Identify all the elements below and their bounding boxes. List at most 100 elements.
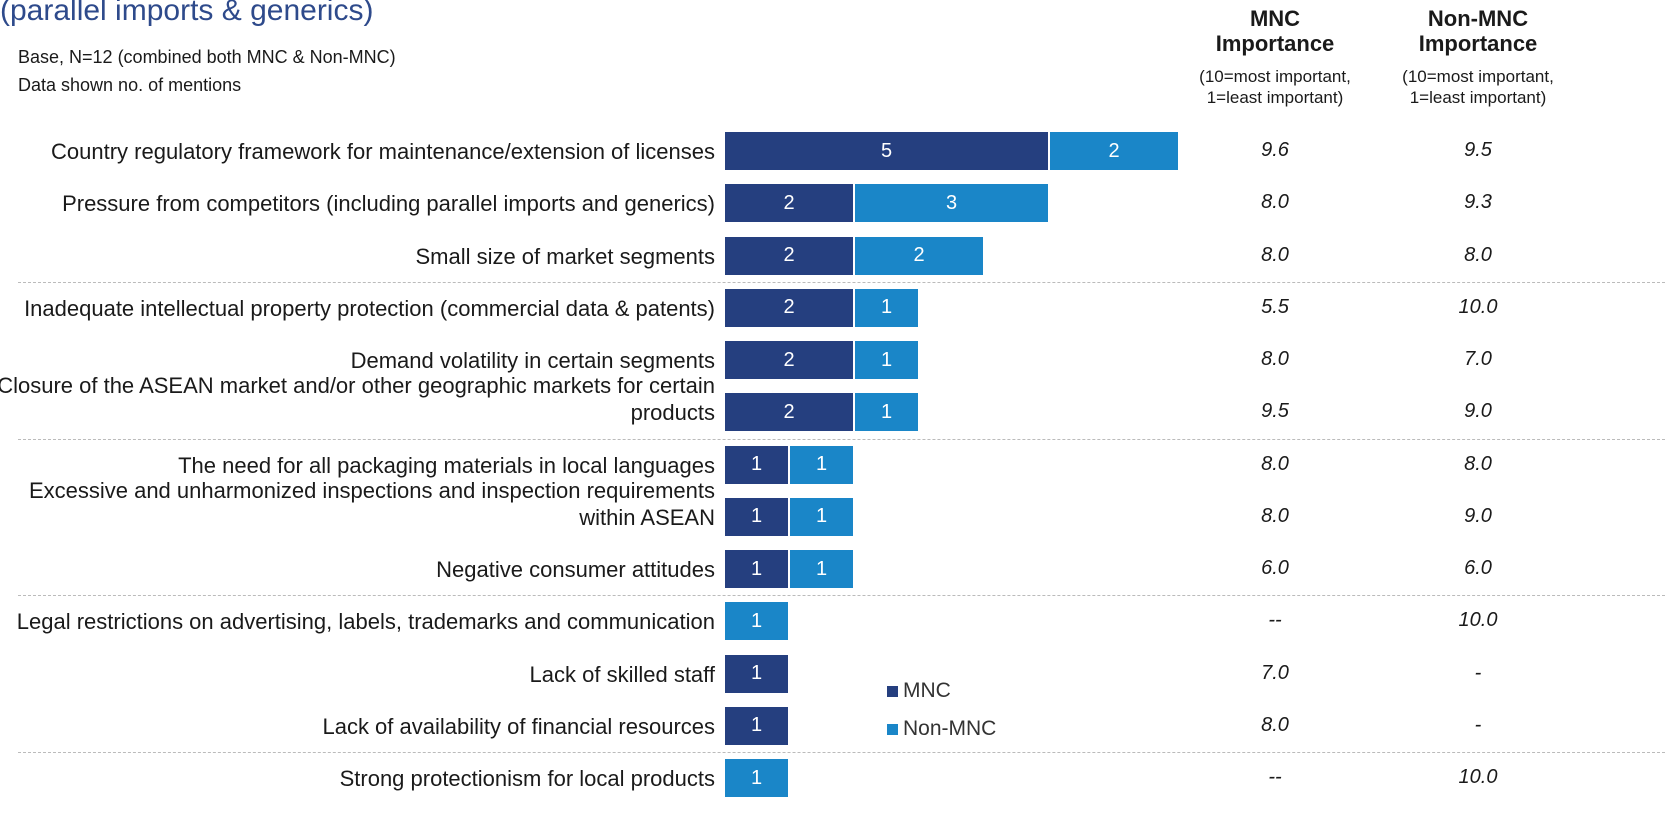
category-label: The need for all packaging materials in … <box>178 452 715 478</box>
bar: 3 <box>855 184 1050 223</box>
value-label: 2 <box>783 296 795 319</box>
importance-value: 9.5 <box>1464 139 1492 161</box>
value-label: 1 <box>880 348 893 371</box>
importance-value: 6.0 <box>1464 557 1492 579</box>
bar: 1 <box>725 602 790 641</box>
separator <box>18 438 1665 440</box>
importance-value: 10.0 <box>1458 766 1498 788</box>
value-label: 2 <box>783 244 795 266</box>
value-label: 3 <box>945 191 958 214</box>
bar: 2 <box>855 236 985 275</box>
category-label: Excessive and unharmonized inspections a… <box>28 477 715 530</box>
column-note: (10=most important, 1=least important) <box>1175 66 1375 108</box>
bar: 1 <box>790 497 855 536</box>
importance-value: - <box>1474 661 1482 684</box>
importance-value: 7.0 <box>1261 661 1289 684</box>
importance-value: 9.0 <box>1464 504 1492 527</box>
category-label: Negative consumer attitudes <box>436 557 715 582</box>
importance-value: 8.0 <box>1261 191 1289 214</box>
importance-value: 8.0 <box>1261 348 1289 370</box>
category-label: Demand volatility in certain segments <box>350 348 715 373</box>
category-label: Lack of skilled staff <box>529 661 715 687</box>
importance-value: 8.0 <box>1464 243 1492 266</box>
value-label: 2 <box>783 191 795 214</box>
legend-label: MNC <box>903 679 951 702</box>
importance-value: 5.5 <box>1261 295 1289 318</box>
subtitle: Data shown no. of mentions <box>18 75 242 95</box>
value-label: 1 <box>815 557 828 580</box>
value-label: 1 <box>750 766 763 789</box>
bar: 1 <box>725 445 790 484</box>
value-label: 2 <box>1108 139 1120 162</box>
category-label: Country regulatory framework for mainten… <box>51 139 715 164</box>
category-label: Inadequate intellectual property protect… <box>24 295 715 321</box>
importance-value: 9.6 <box>1261 139 1289 161</box>
importance-value: -- <box>1268 766 1282 788</box>
importance-value: 9.3 <box>1464 191 1492 214</box>
value-label: 1 <box>750 662 763 684</box>
value-label: 1 <box>815 505 828 528</box>
bar: 2 <box>725 341 855 379</box>
value-label: 1 <box>750 557 763 580</box>
bar: 2 <box>725 288 855 327</box>
bar: 1 <box>790 445 855 484</box>
column-header: MNC Importance <box>1175 6 1375 56</box>
note-text: (10=most important, 1=least important) <box>1402 67 1554 107</box>
value-label: 2 <box>913 244 925 266</box>
bar: 1 <box>725 654 790 693</box>
bar: 1 <box>790 550 855 588</box>
value-label: 1 <box>750 714 763 737</box>
bar: 1 <box>725 759 790 797</box>
bar: 1 <box>725 706 790 745</box>
bar: 1 <box>725 550 790 588</box>
importance-value: 6.0 <box>1261 557 1289 579</box>
bar: 1 <box>855 288 920 327</box>
legend-label: Non-MNC <box>903 717 997 740</box>
note-text: (10=most important, 1=least important) <box>1199 67 1351 107</box>
bar: 2 <box>1050 132 1180 170</box>
bar: 5 <box>725 132 1050 170</box>
value-label: 5 <box>880 139 893 162</box>
category-label: Lack of availability of financial resour… <box>322 713 715 739</box>
bar: 2 <box>725 184 855 223</box>
bar: 1 <box>855 341 920 379</box>
bar: 2 <box>725 393 855 432</box>
importance-value: 10.0 <box>1458 609 1498 632</box>
category-label: Strong protectionism for local products <box>339 766 715 791</box>
category-label: Legal restrictions on advertising, label… <box>16 609 715 635</box>
subtitle: Base, N=12 (combined both MNC & Non-MNC) <box>18 47 396 67</box>
importance-value: 9.0 <box>1464 400 1492 423</box>
value-label: 2 <box>783 400 795 423</box>
value-label: 1 <box>880 296 893 319</box>
importance-value: 8.0 <box>1261 243 1289 266</box>
importance-value: 10.0 <box>1458 295 1498 318</box>
chart-title: (parallel imports & generics) <box>0 0 374 27</box>
category-label: Pressure from competitors (including par… <box>62 191 715 217</box>
header-text: MNC Importance <box>1215 6 1335 56</box>
value-label: 1 <box>750 505 763 528</box>
importance-value: 8.0 <box>1261 452 1289 475</box>
value-label: 2 <box>783 348 795 371</box>
importance-value: 9.5 <box>1261 400 1289 423</box>
importance-value: 7.0 <box>1464 348 1492 370</box>
header-text: Non-MNC Importance <box>1418 6 1538 56</box>
bar: 1 <box>855 393 920 432</box>
importance-value: - <box>1474 713 1482 736</box>
bar: 2 <box>725 236 855 275</box>
separator <box>18 752 1665 753</box>
legend-item: MNC <box>887 679 951 703</box>
category-label: Small size of market segments <box>415 243 715 269</box>
legend-swatch <box>887 686 898 697</box>
importance-value: -- <box>1268 609 1282 632</box>
value-label: 1 <box>750 453 763 475</box>
value-label: 1 <box>750 609 763 632</box>
legend-item: Non-MNC <box>887 717 997 741</box>
column-header: Non-MNC Importance <box>1378 6 1578 56</box>
category-label: Closure of the ASEAN market and/or other… <box>0 373 715 426</box>
value-label: 1 <box>815 453 828 475</box>
column-note: (10=most important, 1=least important) <box>1378 66 1578 108</box>
importance-value: 8.0 <box>1464 452 1492 475</box>
separator <box>18 281 1665 283</box>
value-label: 1 <box>880 400 893 423</box>
